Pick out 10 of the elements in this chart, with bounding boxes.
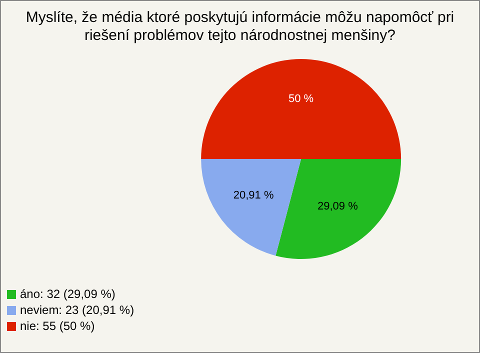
- legend-label: neviem: 23 (20,91 %): [20, 303, 134, 317]
- pie-slice: [276, 159, 402, 259]
- data-label: 29,09 %: [318, 200, 358, 213]
- chart-title: Myslíte, že média ktoré poskytujú informácie môžu napomôcť pri riešení problémov tejto národnostnej menšiny?: [24, 9, 456, 45]
- data-label: 50 %: [288, 93, 314, 105]
- pie-slice: [201, 59, 402, 159]
- pie-slice: [201, 159, 302, 256]
- legend-label: nie: 55 (50 %): [20, 319, 95, 333]
- legend-label: áno: 32 (29,09 %): [20, 287, 116, 301]
- data-label: 20,91 %: [233, 190, 274, 202]
